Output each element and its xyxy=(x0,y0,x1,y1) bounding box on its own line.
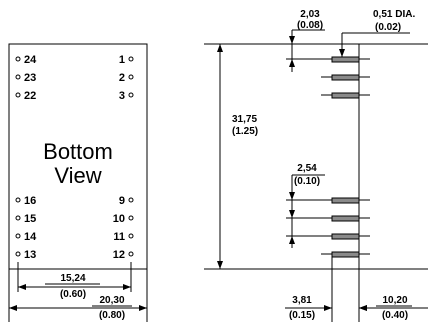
dim-pin-span-mm: 15,24 xyxy=(60,273,85,284)
dim-pin-span-in: (0.60) xyxy=(60,289,86,300)
pin-label-9: 9 xyxy=(119,195,125,207)
dim-pin-length-mm: 3,81 xyxy=(292,295,312,306)
dim-width-in: (0.80) xyxy=(99,310,125,321)
pin-group-right-top: 1 2 3 xyxy=(119,54,134,102)
side-pin xyxy=(331,233,360,240)
pin-label-3: 3 xyxy=(119,90,125,102)
pin-label-13: 13 xyxy=(24,249,36,261)
dim-pitch-in: (0.10) xyxy=(294,176,320,187)
pin-label-2: 2 xyxy=(119,72,125,84)
pin-hole xyxy=(15,197,21,203)
bottom-view-title-line2: View xyxy=(54,163,101,188)
dimension-pin-offset: 2,03 (0.08) xyxy=(286,9,359,72)
pin-hole xyxy=(15,251,21,257)
dimension-width: 20,30 (0.80) xyxy=(8,269,148,322)
dim-pin-length-in: (0.15) xyxy=(289,310,315,321)
pin-hole xyxy=(15,74,21,80)
pin-label-12: 12 xyxy=(113,249,125,261)
dimension-pin-diameter: 0,51 DIA. (0.02) xyxy=(339,9,415,57)
dimension-pin-length: 3,81 (0.15) xyxy=(285,257,368,322)
pin-hole xyxy=(128,251,134,257)
pin-label-10: 10 xyxy=(113,213,125,225)
dimension-length: 31,75 (1.25) xyxy=(204,43,359,270)
bottom-view-outline xyxy=(8,43,148,270)
dim-pitch-mm: 2,54 xyxy=(297,163,317,174)
pin-label-14: 14 xyxy=(24,231,37,243)
pin-hole xyxy=(15,92,21,98)
pin-label-11: 11 xyxy=(113,231,125,243)
side-pin xyxy=(331,197,360,204)
side-view-body xyxy=(358,43,428,270)
side-view-pins xyxy=(286,56,370,258)
dimension-pitch: 2,54 (0.10) xyxy=(286,163,325,248)
dim-pin-dia-in: (0.02) xyxy=(375,22,401,33)
pin-hole xyxy=(128,215,134,221)
dimension-pin-span: 15,24 (0.60) xyxy=(17,262,132,300)
pin-hole xyxy=(15,233,21,239)
pin-hole xyxy=(15,215,21,221)
pin-label-15: 15 xyxy=(24,213,36,225)
pin-label-16: 16 xyxy=(24,195,36,207)
pin-label-24: 24 xyxy=(24,54,37,66)
pin-hole xyxy=(128,92,134,98)
side-pin xyxy=(331,56,360,63)
dimension-height: 10,20 (0.40) xyxy=(359,295,428,321)
pin-hole xyxy=(128,56,134,62)
dim-height-mm: 10,20 xyxy=(382,295,407,306)
side-pin xyxy=(331,215,360,222)
pin-label-1: 1 xyxy=(119,54,125,66)
dim-height-in: (0.40) xyxy=(382,310,408,321)
dim-pin-dia-mm: 0,51 DIA. xyxy=(373,9,415,20)
dim-pin-offset-mm: 2,03 xyxy=(300,9,320,20)
dim-pin-offset-in: (0.08) xyxy=(297,20,323,31)
pin-group-right-bottom: 9 10 11 12 xyxy=(113,195,134,261)
side-pin xyxy=(331,92,360,99)
pin-hole xyxy=(128,74,134,80)
dim-length-in: (1.25) xyxy=(232,126,258,137)
pin-hole xyxy=(15,56,21,62)
pin-hole xyxy=(128,197,134,203)
side-pin xyxy=(331,251,360,258)
side-pin xyxy=(331,74,360,81)
bottom-view-title-line1: Bottom xyxy=(43,139,113,164)
dim-width-mm: 20,30 xyxy=(99,295,124,306)
pin-label-23: 23 xyxy=(24,72,36,84)
pin-hole xyxy=(128,233,134,239)
pin-label-22: 22 xyxy=(24,90,36,102)
pin-group-left-bottom: 16 15 14 13 xyxy=(15,195,37,261)
dim-length-mm: 31,75 xyxy=(232,114,257,125)
pin-group-left-top: 24 23 22 xyxy=(15,54,37,102)
